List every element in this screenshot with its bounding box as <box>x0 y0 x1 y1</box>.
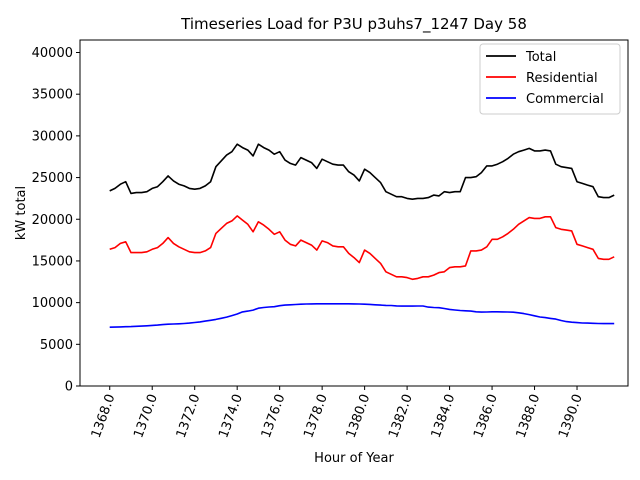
y-axis: 0 5000 10000 15000 20000 25000 30000 35000 40000 <box>32 46 80 395</box>
y-tick-label: 35000 <box>32 88 73 103</box>
y-tick-label: 10000 <box>32 296 73 311</box>
series-layer <box>109 143 615 328</box>
series-line-residential <box>109 215 615 281</box>
legend-label-total: Total <box>525 50 556 65</box>
legend-label-residential: Residential <box>526 71 598 86</box>
y-axis-title: kW total <box>14 186 29 240</box>
legend-box <box>479 43 621 115</box>
legend-label-commercial: Commercial <box>526 92 604 107</box>
plot-frame <box>79 39 629 387</box>
legend: Total Residential Commercial <box>479 43 621 115</box>
y-tick-label: 0 <box>65 380 73 395</box>
x-axis-title: Hour of Year <box>314 451 394 466</box>
y-tick-label: 30000 <box>32 129 73 144</box>
plot-area <box>79 39 629 387</box>
y-tick-label: 25000 <box>32 171 73 186</box>
series-line-total <box>109 143 615 200</box>
series-line-commercial <box>109 302 615 328</box>
chart-title: Timeseries Load for P3U p3uhs7_1247 Day … <box>180 15 527 34</box>
y-tick-label: 40000 <box>32 46 73 61</box>
y-tick-label: 20000 <box>32 213 73 228</box>
y-tick-label: 15000 <box>32 254 73 269</box>
y-tick-label: 5000 <box>40 338 73 353</box>
